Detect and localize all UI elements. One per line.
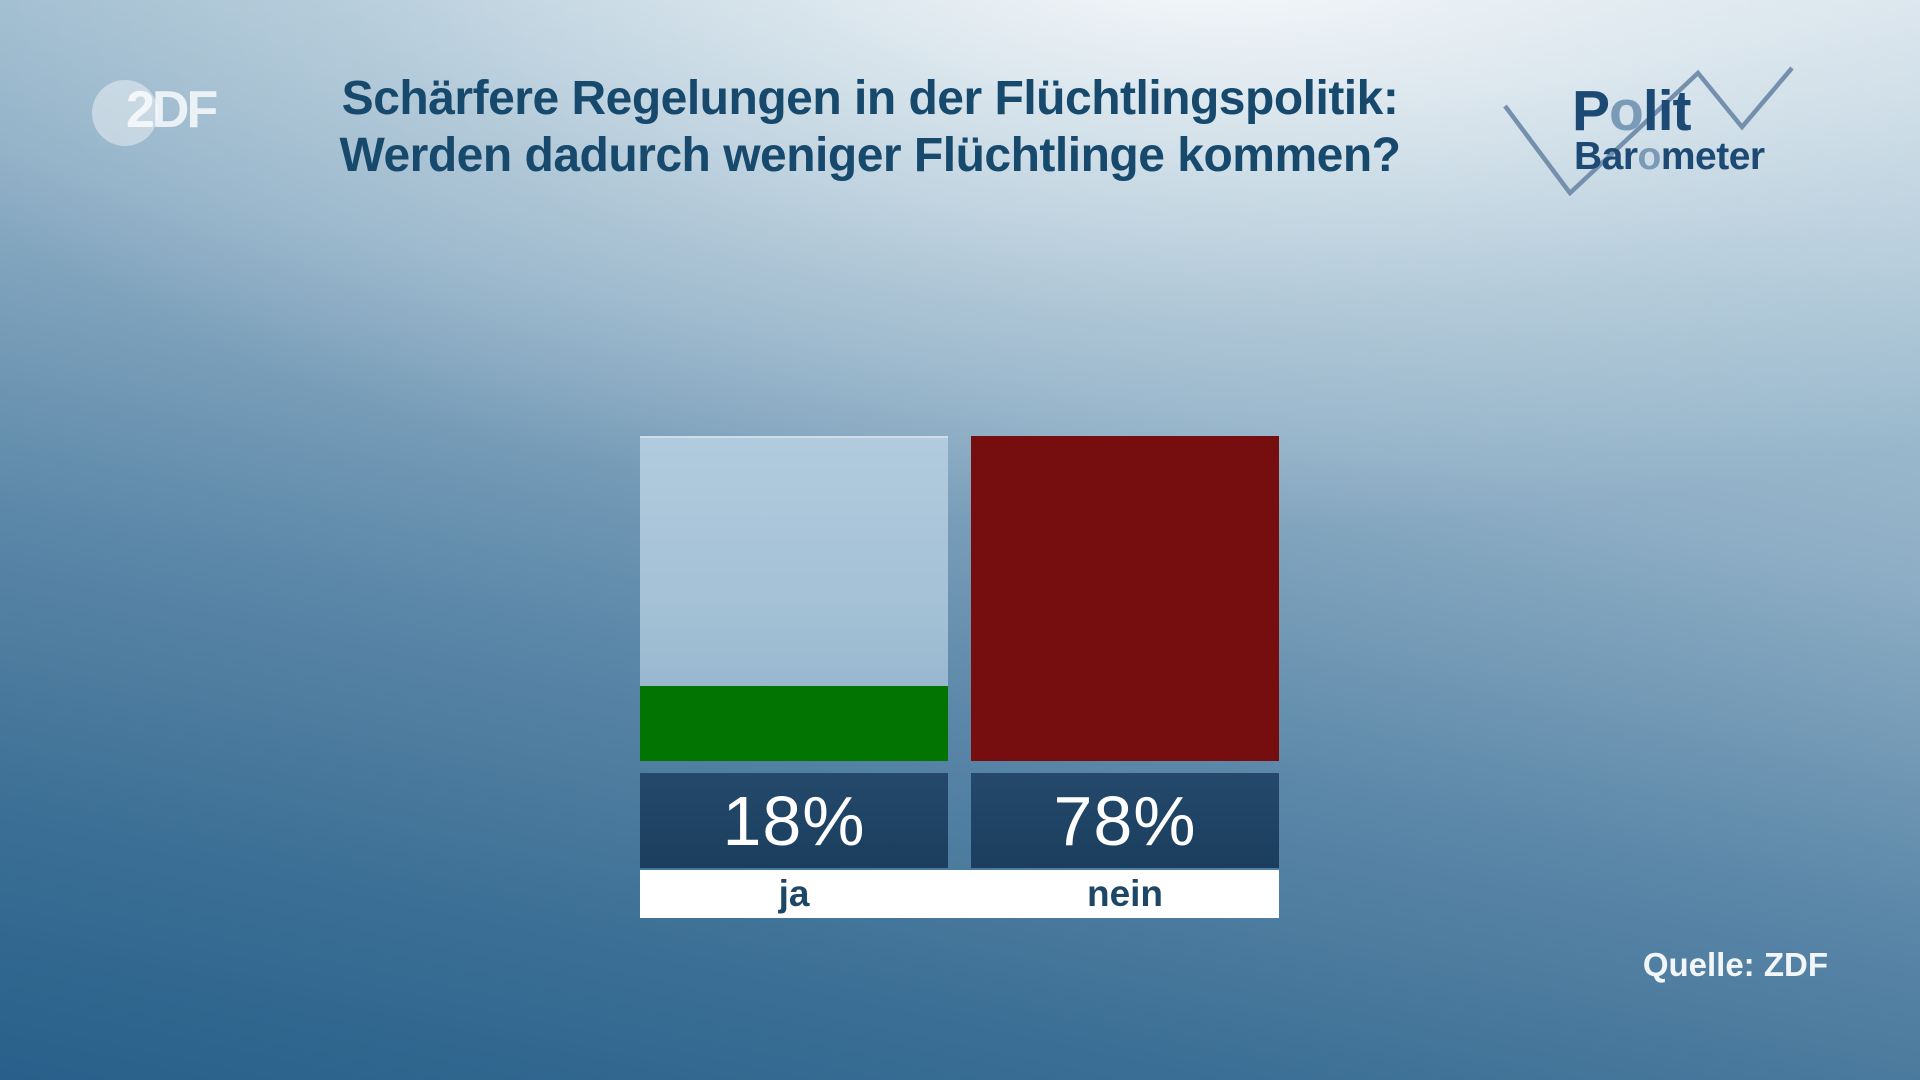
bar-background-ja — [640, 436, 948, 761]
pb-polit-o: o — [1609, 79, 1644, 143]
bar-nein — [971, 436, 1279, 761]
pb-baro-bar: Bar — [1574, 135, 1638, 178]
zigzag-line-icon — [1503, 66, 1794, 197]
category-strip: ja nein — [640, 870, 1279, 918]
pb-polit-lit: lit — [1642, 79, 1692, 143]
value-label-nein: 78% — [1053, 781, 1197, 860]
zdf-logo-text: 2DF — [126, 81, 218, 139]
bar-chart: 18% 78% ja nein — [640, 436, 1280, 918]
politbarometer-logo: Polit Barometer — [1490, 55, 1820, 215]
pb-baro-o: o — [1637, 135, 1662, 178]
politbarometer-word-polit: Polit — [1572, 83, 1692, 140]
title-line-1: Schärfere Regelungen in der Flüchtlingsp… — [341, 72, 1399, 125]
category-label-ja: ja — [778, 873, 810, 914]
pb-polit-p: P — [1572, 79, 1610, 143]
bar-column-nein: 78% — [971, 436, 1279, 868]
category-label-nein: nein — [1086, 873, 1164, 914]
value-label-ja: 18% — [722, 781, 866, 860]
zdf-logo: 2DF — [88, 76, 318, 156]
bar-column-ja: 18% — [640, 436, 948, 868]
zdf-logo-circle-icon — [92, 80, 158, 146]
pb-baro-meter: meter — [1660, 135, 1765, 178]
bar-background-nein — [971, 436, 1279, 761]
source-label: Quelle: ZDF — [1642, 946, 1828, 983]
bar-ja — [640, 686, 948, 761]
value-box-ja: 18% — [640, 773, 948, 868]
title-line-2: Werden dadurch weniger Flüchtlinge komme… — [339, 129, 1401, 182]
chart-question-title: Schärfere Regelungen in der Flüchtlingsp… — [250, 70, 1490, 184]
politbarometer-word-barometer: Barometer — [1574, 137, 1765, 176]
value-box-nein: 78% — [971, 773, 1279, 868]
